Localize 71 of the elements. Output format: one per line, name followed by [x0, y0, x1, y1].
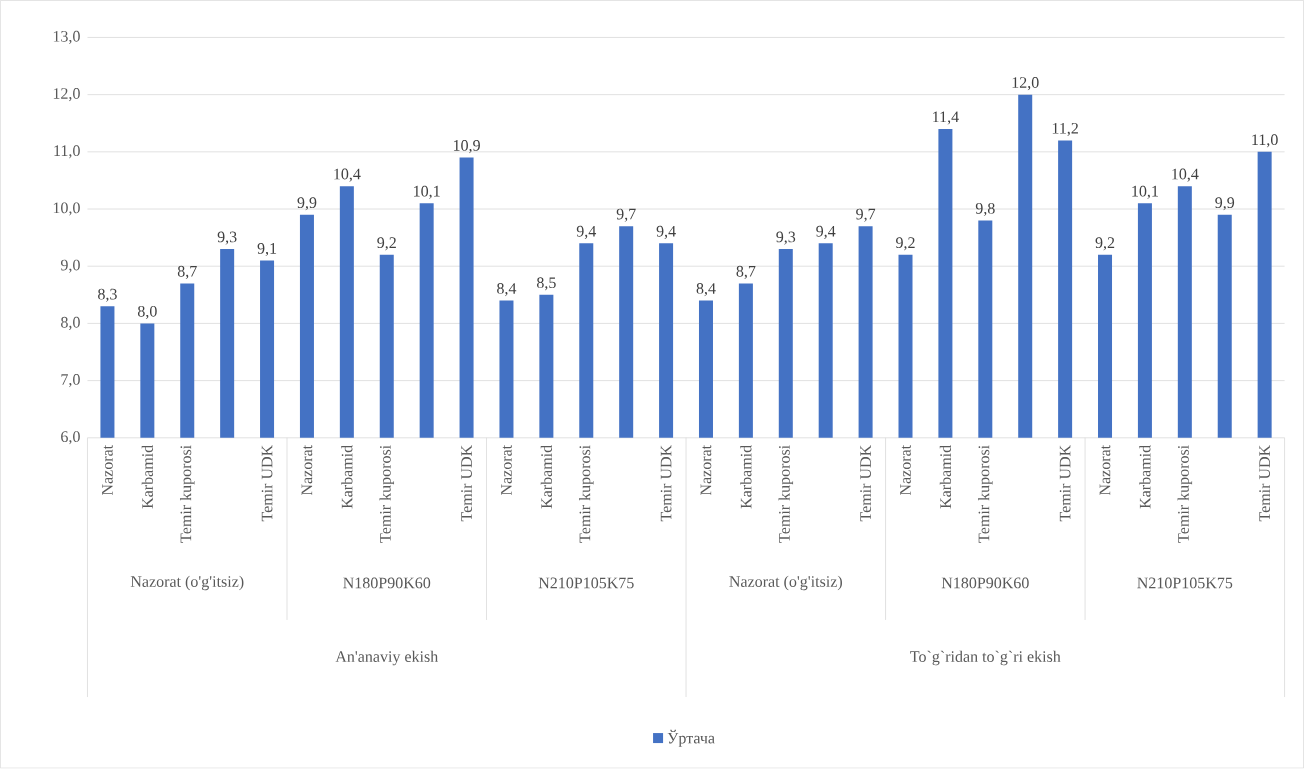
x-tick-label: Karbamid [341, 445, 353, 509]
data-label: 9,4 [816, 226, 836, 240]
text: To`g`ridan to`g`ri ekish [910, 650, 1061, 666]
y-tick-label: 8,0 [61, 317, 80, 331]
x-tick-label: Nazorat [1099, 445, 1111, 496]
text: N180P90K60 [343, 577, 431, 589]
data-label: 9,2 [896, 237, 915, 251]
text: Nazorat (o'g'itsiz) [130, 575, 244, 591]
data-label: 9,4 [576, 226, 597, 240]
x-tick-label: Temir kuporosi [1177, 445, 1193, 543]
y-tick-label: 6,0 [61, 431, 80, 445]
x-tick-label: Karbamid [740, 445, 752, 509]
data-label: 8,3 [98, 288, 117, 303]
text: N210P105K75 [538, 577, 634, 589]
y-tick-label: 9,0 [60, 259, 80, 274]
data-label: 10,4 [1172, 168, 1199, 182]
data-label: 9,9 [297, 197, 317, 211]
data-label: 8,4 [497, 283, 517, 297]
x-tick-label: Nazorat [501, 445, 512, 496]
x-tick-label: Karbamid [1139, 445, 1151, 509]
text: Nazorat (o'g'itsiz) [729, 575, 842, 591]
data-label: 11,4 [933, 111, 959, 125]
data-label: 11,0 [1252, 134, 1278, 148]
x-tick-label: Temir kuporosi [179, 445, 195, 543]
data-label: 9,3 [217, 231, 237, 245]
x-tick-label: Temir UDK [461, 445, 472, 522]
data-label: 9,1 [257, 243, 277, 257]
data-label: 9,3 [776, 231, 796, 245]
y-tick-label: 7,0 [61, 374, 80, 388]
data-label: 8,0 [137, 306, 157, 320]
data-label: 8,7 [177, 266, 197, 280]
data-label: 9,4 [656, 226, 676, 240]
text: N210P105K75 [1137, 577, 1233, 589]
data-label: 9,2 [377, 237, 396, 251]
y-tick-label: 12,0 [53, 88, 80, 102]
x-tick-label: Temir kuporosi [778, 445, 794, 543]
data-label: 10,1 [414, 186, 440, 200]
data-label: 8,5 [536, 277, 556, 291]
data-label: 11,2 [1052, 123, 1078, 137]
data-label: 9,7 [856, 208, 876, 223]
text: An'anaviy ekish [335, 650, 439, 666]
data-label: 10,1 [1132, 186, 1158, 200]
x-tick-label: Nazorat [700, 445, 712, 496]
x-tick-label: Temir kuporosi [379, 445, 395, 543]
x-tick-label: Temir UDK [1259, 445, 1271, 522]
x-tick-label: Nazorat [301, 445, 313, 496]
x-tick-label: Temir kuporosi [579, 445, 594, 543]
x-tick-label: Nazorat [102, 445, 113, 496]
x-tick-label: Karbamid [141, 445, 153, 509]
data-label: 8,7 [736, 266, 756, 280]
data-label: 9,7 [616, 208, 636, 223]
data-label: 8,4 [696, 283, 716, 297]
x-tick-label: Karbamid [939, 445, 952, 509]
text: N180P90K60 [941, 577, 1029, 589]
y-tick-label: 11,0 [54, 145, 80, 159]
x-tick-label: Temir UDK [261, 445, 273, 522]
x-tick-label: Karbamid [540, 445, 553, 509]
data-label: 10,4 [334, 168, 361, 182]
x-tick-label: Temir UDK [1059, 445, 1071, 522]
y-tick-label: 10,0 [53, 202, 80, 216]
legend-label: Ўртача [667, 730, 715, 748]
x-tick-label: Temir UDK [660, 445, 672, 522]
x-tick-label: Temir kuporosi [978, 445, 993, 543]
data-label: 10,9 [453, 140, 480, 154]
data-label: 9,2 [1095, 237, 1115, 251]
data-label: 12,0 [1012, 77, 1039, 91]
x-tick-label: Temir UDK [860, 445, 871, 522]
data-label: 9,9 [1215, 197, 1235, 211]
data-label: 9,8 [975, 203, 995, 217]
x-tick-label: Nazorat [900, 445, 911, 496]
y-tick-label: 13,0 [53, 31, 80, 45]
